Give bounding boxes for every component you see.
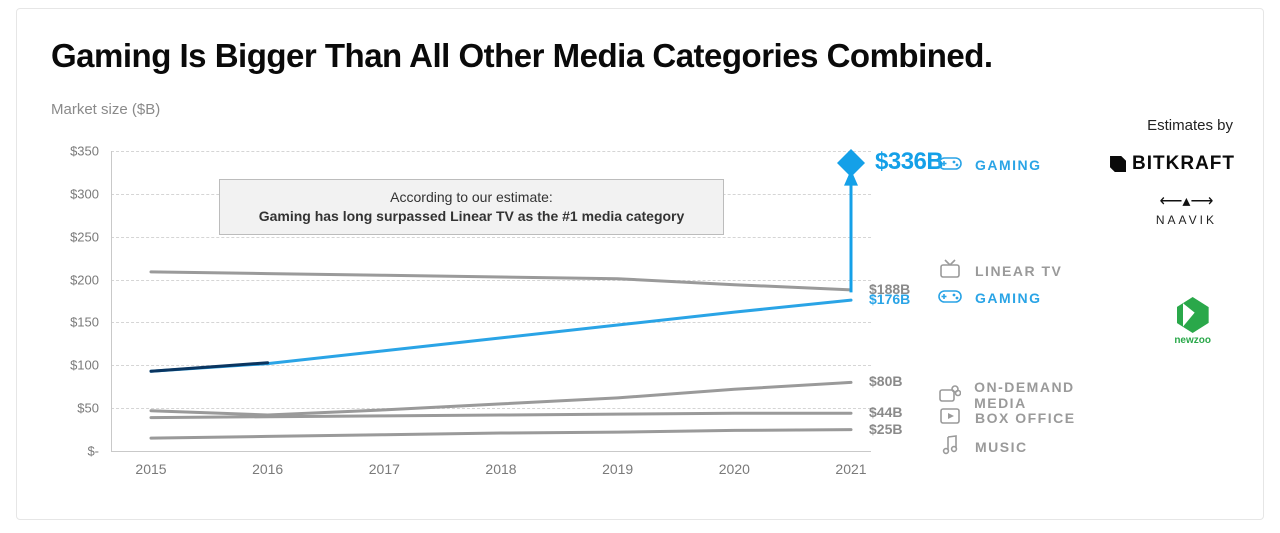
music-icon — [937, 435, 963, 458]
play-icon — [937, 407, 963, 428]
naavik-icon: ⟵▴⟶ — [1156, 191, 1217, 211]
bitkraft-icon — [1110, 156, 1126, 172]
y-tick: $300 — [70, 186, 111, 201]
y-tick: $250 — [70, 229, 111, 244]
y-tick: $150 — [70, 315, 111, 330]
bitkraft-logo: BITKRAFT — [1110, 153, 1235, 175]
series-on_demand — [151, 382, 851, 415]
chart-title: Gaming Is Bigger Than All Other Media Ca… — [51, 37, 1239, 75]
gamepad-icon — [937, 154, 963, 175]
end-label-on_demand: $80B — [869, 373, 902, 389]
y-tick: $50 — [77, 401, 111, 416]
legend-label: BOX OFFICE — [975, 410, 1076, 426]
chart-area: $- $50 $100 $150 $200 $250 $300 $350 2015 2016 201… — [51, 131, 886, 486]
series-music — [151, 430, 851, 439]
y-tick: $350 — [70, 144, 111, 159]
gaming-estimate-marker — [837, 149, 865, 177]
camera-icon — [937, 385, 962, 406]
chart-card: Gaming Is Bigger Than All Other Media Ca… — [16, 8, 1264, 520]
naavik-logo: ⟵▴⟶ NAAVIK — [1156, 191, 1217, 227]
x-tick: 2020 — [719, 451, 750, 477]
legend-label: LINEAR TV — [975, 263, 1062, 279]
newzoo-label: newzoo — [1174, 335, 1211, 346]
x-tick: 2019 — [602, 451, 633, 477]
legend-linear_tv: LINEAR TV — [937, 259, 1062, 282]
newzoo-logo: newzoo — [1174, 297, 1211, 346]
gaming-estimate-value: $336B — [875, 148, 943, 176]
legend-music: MUSIC — [937, 435, 1028, 458]
x-tick: 2021 — [835, 451, 866, 477]
x-tick: 2017 — [369, 451, 400, 477]
x-tick: 2016 — [252, 451, 283, 477]
end-label-box_office: $44B — [869, 404, 902, 420]
x-tick: 2015 — [135, 451, 166, 477]
callout-line1: According to our estimate: — [238, 188, 705, 207]
end-label-music: $25B — [869, 421, 902, 437]
naavik-label: NAAVIK — [1156, 213, 1217, 227]
legend-label: GAMING — [975, 290, 1042, 306]
callout-line2: Gaming has long surpassed Linear TV as t… — [238, 207, 705, 226]
y-tick: $200 — [70, 272, 111, 287]
series-gaming — [151, 300, 851, 371]
bitkraft-label: BITKRAFT — [1132, 153, 1235, 175]
estimates-by-label: Estimates by — [1147, 117, 1233, 134]
legend-gaming_big: GAMING — [937, 154, 1042, 175]
newzoo-icon — [1177, 297, 1209, 333]
callout-box: According to our estimate:Gaming has lon… — [219, 179, 724, 235]
legend-gaming: GAMING — [937, 287, 1042, 308]
plot-area: $-$50$100$150$200$250$300$35020152016201… — [111, 151, 871, 451]
y-tick: $- — [87, 444, 111, 459]
legend-label: GAMING — [975, 157, 1042, 173]
legend-label: MUSIC — [975, 439, 1028, 455]
series-gaming_seg — [151, 363, 268, 372]
series-linear_tv — [151, 272, 851, 290]
y-tick: $100 — [70, 358, 111, 373]
end-label-gaming: $176B — [869, 291, 910, 307]
y-axis-label: Market size ($B) — [51, 101, 1239, 118]
x-tick: 2018 — [485, 451, 516, 477]
tv-icon — [937, 259, 963, 282]
legend-box_office: BOX OFFICE — [937, 407, 1076, 428]
gamepad-icon — [937, 287, 963, 308]
